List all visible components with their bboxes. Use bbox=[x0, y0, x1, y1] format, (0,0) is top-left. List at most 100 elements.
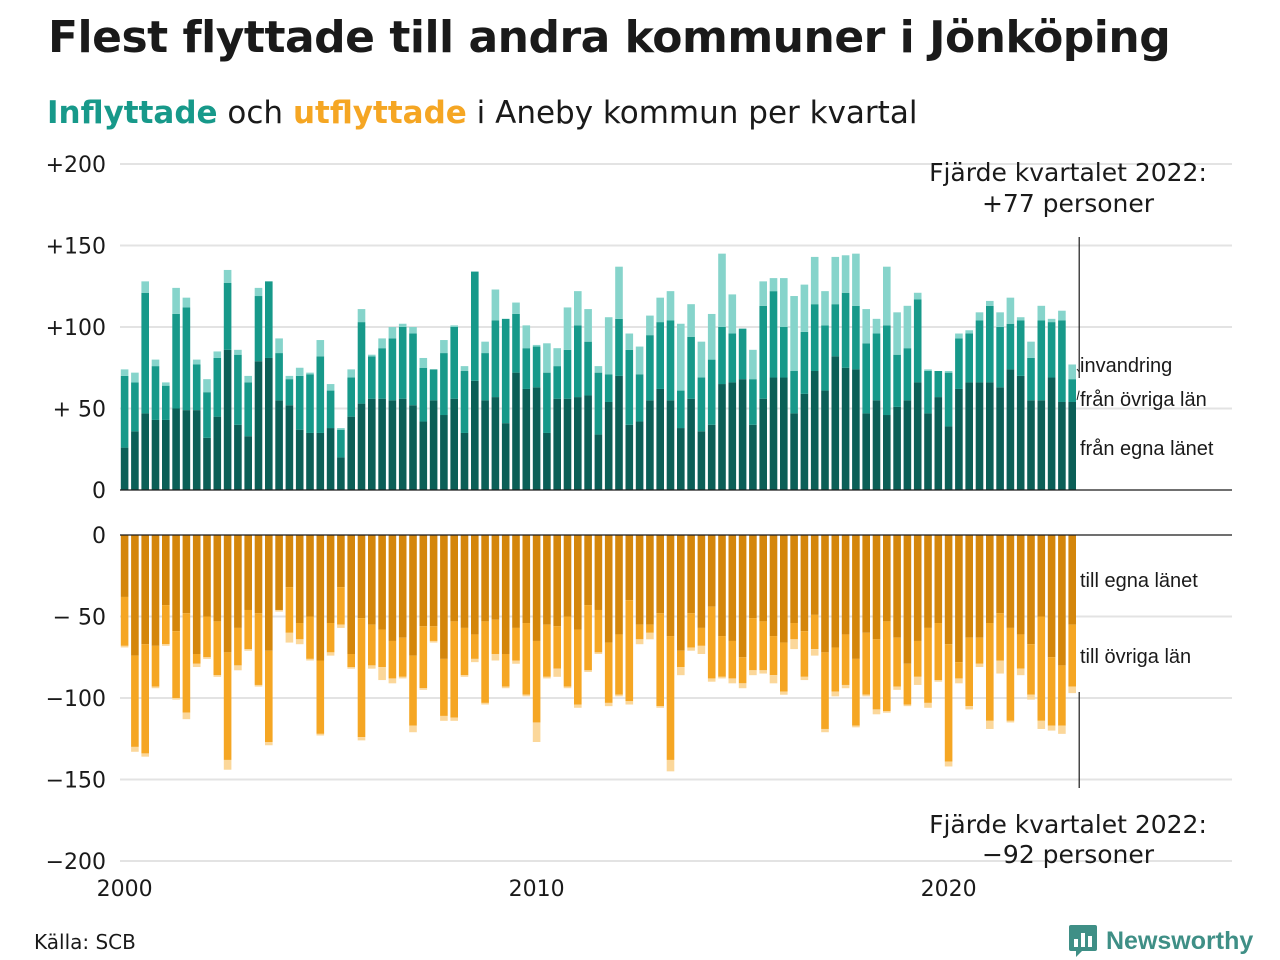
bar-out-own bbox=[584, 535, 592, 606]
bar-in-other bbox=[883, 325, 891, 416]
bar-in-other bbox=[192, 364, 201, 411]
bar-out-emigration bbox=[419, 688, 428, 690]
label-leader-line bbox=[1076, 390, 1080, 401]
bar-in-other bbox=[872, 333, 881, 401]
brand-logo[interactable]: Newsworthy bbox=[1068, 924, 1253, 958]
bar-in-other bbox=[780, 327, 788, 378]
bar-out-emigration bbox=[718, 676, 726, 679]
x-tick-label: 2020 bbox=[921, 877, 977, 902]
bar-out-emigration bbox=[223, 759, 232, 770]
bar-in-own bbox=[501, 423, 510, 490]
bar-in-own bbox=[481, 400, 489, 490]
source-note: Källa: SCB bbox=[34, 930, 136, 954]
bar-out-own bbox=[986, 535, 994, 624]
upper-y-tick-label: + 50 bbox=[53, 398, 106, 423]
bar-out-other bbox=[738, 657, 747, 684]
bar-out-other bbox=[471, 634, 479, 659]
lower-y-tick-label: − 50 bbox=[53, 606, 106, 631]
bar-in-other bbox=[131, 382, 139, 432]
bar-in-other bbox=[141, 292, 149, 414]
bar-in-other bbox=[707, 359, 716, 425]
bar-out-own bbox=[316, 535, 325, 661]
bar-in-other bbox=[120, 375, 129, 448]
bar-in-own bbox=[398, 398, 407, 490]
bar-in-immigration bbox=[697, 341, 706, 378]
bar-in-own bbox=[687, 398, 695, 490]
bar-out-emigration bbox=[697, 645, 706, 654]
bar-out-emigration bbox=[934, 680, 943, 682]
bar-in-own bbox=[460, 432, 469, 490]
bar-in-other bbox=[615, 318, 623, 376]
bar-out-own bbox=[223, 535, 232, 653]
bar-out-emigration bbox=[326, 652, 335, 656]
bar-out-own bbox=[718, 535, 726, 637]
bar-in-other bbox=[172, 313, 180, 409]
bar-out-emigration bbox=[759, 670, 767, 674]
bar-out-own bbox=[1047, 535, 1056, 658]
bar-in-own bbox=[965, 382, 973, 490]
bar-out-emigration bbox=[141, 753, 149, 757]
bar-in-other bbox=[635, 374, 644, 422]
bar-in-immigration bbox=[625, 333, 634, 350]
bar-in-immigration bbox=[759, 281, 767, 306]
bar-in-immigration bbox=[368, 354, 376, 357]
bar-in-own bbox=[604, 401, 613, 490]
bar-out-emigration bbox=[687, 647, 695, 651]
bar-in-other bbox=[852, 305, 860, 370]
bar-in-immigration bbox=[615, 266, 623, 319]
bar-in-own bbox=[790, 413, 798, 490]
bar-out-other bbox=[800, 631, 809, 677]
bar-in-other bbox=[182, 307, 191, 411]
bar-in-own bbox=[450, 398, 458, 490]
bar-out-emigration bbox=[1068, 686, 1076, 694]
bar-out-emigration bbox=[368, 665, 376, 669]
bar-in-other bbox=[666, 320, 675, 401]
bar-in-immigration bbox=[841, 255, 850, 293]
bar-out-own bbox=[203, 535, 211, 617]
labels: invandring från övriga län från egna länet… bbox=[929, 158, 1214, 869]
bar-out-other bbox=[790, 623, 798, 640]
bar-out-other bbox=[532, 640, 541, 723]
bar-out-other bbox=[831, 647, 840, 692]
bar-in-other bbox=[574, 325, 582, 398]
bar-out-own bbox=[841, 535, 850, 635]
bar-in-own bbox=[295, 429, 304, 490]
bar-out-own bbox=[131, 535, 139, 656]
bar-out-emigration bbox=[347, 667, 355, 669]
bar-out-other bbox=[924, 627, 932, 703]
bar-in-own bbox=[913, 382, 922, 490]
bar-out-emigration bbox=[749, 670, 757, 676]
bar-in-immigration bbox=[852, 253, 860, 306]
bar-out-emigration bbox=[862, 694, 870, 697]
bar-out-emigration bbox=[635, 639, 644, 645]
bar-out-own bbox=[965, 535, 973, 638]
bar-in-own bbox=[378, 398, 386, 490]
bar-in-other bbox=[347, 377, 355, 417]
bar-in-own bbox=[697, 431, 706, 490]
bar-in-own bbox=[182, 410, 191, 490]
bar-out-other bbox=[491, 619, 500, 654]
subtitle-rest: i Aneby kommun per kvartal bbox=[466, 95, 918, 131]
lower-annotation-line-1: Fjärde kvartalet 2022: bbox=[929, 810, 1207, 839]
bar-out-other bbox=[975, 637, 984, 664]
lower-y-tick-label: −150 bbox=[46, 769, 106, 794]
bar-in-other bbox=[893, 354, 901, 407]
bar-in-own bbox=[986, 382, 994, 490]
bar-in-immigration bbox=[409, 327, 417, 334]
bar-out-own bbox=[872, 535, 881, 640]
bar-out-emigration bbox=[234, 665, 242, 671]
bar-in-immigration bbox=[996, 312, 1004, 327]
bar-out-other bbox=[1016, 634, 1025, 669]
bar-out-own bbox=[522, 535, 531, 624]
bar-out-other bbox=[429, 626, 438, 641]
bar-in-other bbox=[749, 379, 757, 425]
bar-out-emigration bbox=[924, 702, 932, 708]
bar-in-other bbox=[162, 385, 170, 420]
bar-in-immigration bbox=[398, 323, 407, 327]
bar-in-immigration bbox=[151, 359, 160, 367]
bar-in-other bbox=[244, 382, 252, 437]
bar-out-own bbox=[409, 535, 417, 656]
bar-in-other bbox=[759, 305, 767, 399]
bar-out-own bbox=[543, 535, 551, 625]
bar-in-other bbox=[512, 313, 520, 373]
